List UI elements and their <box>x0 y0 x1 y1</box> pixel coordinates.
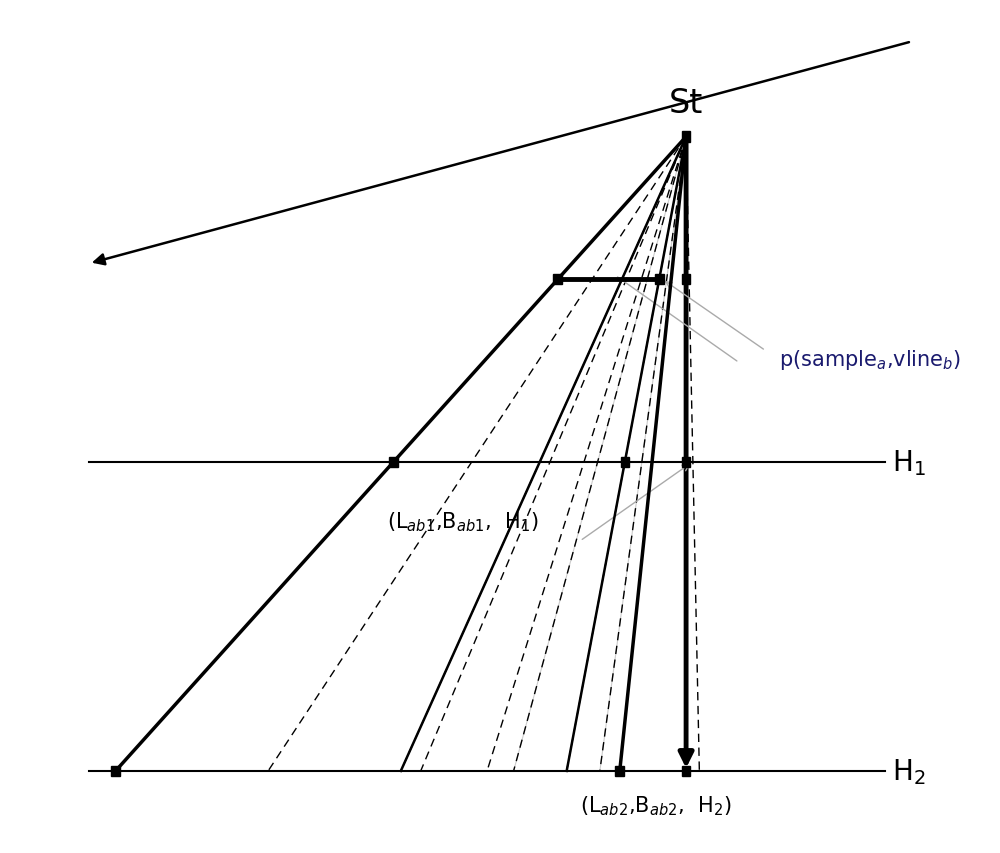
Bar <box>682 132 690 142</box>
Bar <box>389 457 398 467</box>
Bar <box>553 275 562 285</box>
Text: H$_1$: H$_1$ <box>892 447 926 477</box>
Bar <box>682 766 690 776</box>
Text: H$_2$: H$_2$ <box>892 756 925 786</box>
Bar <box>682 275 690 285</box>
Text: (L$_{ab2}$,B$_{ab2}$,  H$_2$): (L$_{ab2}$,B$_{ab2}$, H$_2$) <box>580 793 731 817</box>
Bar <box>655 275 664 285</box>
Text: (L$_{ab1}$,B$_{ab1}$,  H$_1$): (L$_{ab1}$,B$_{ab1}$, H$_1$) <box>387 509 539 533</box>
Text: St: St <box>669 87 703 120</box>
Bar <box>111 766 120 776</box>
Text: p(sample$_a$,vline$_b$): p(sample$_a$,vline$_b$) <box>779 347 961 371</box>
Bar <box>615 766 624 776</box>
Bar <box>621 457 629 467</box>
Bar <box>682 457 690 467</box>
